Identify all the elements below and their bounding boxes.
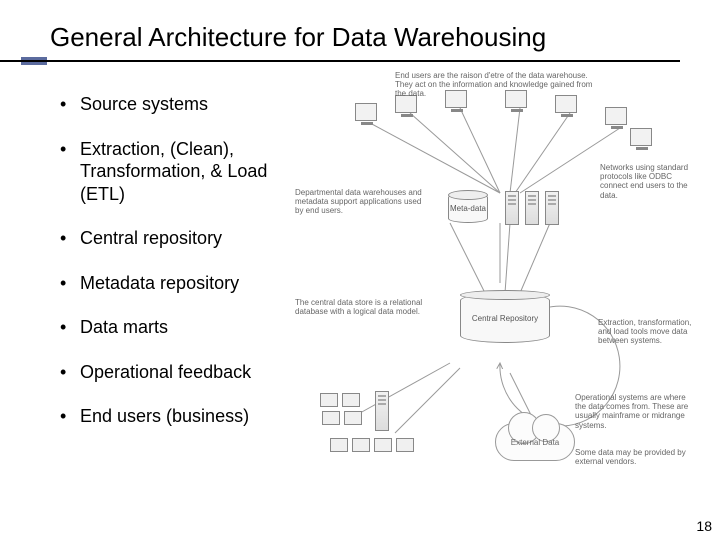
system-box-icon — [396, 438, 414, 452]
bullet-item: Data marts — [60, 316, 300, 339]
bullet-item: Operational feedback — [60, 361, 300, 384]
server-icon — [525, 191, 539, 225]
system-box-icon — [322, 411, 340, 425]
caption-departmental: Departmental data warehouses and metadat… — [295, 188, 430, 216]
server-icon — [375, 391, 389, 431]
bullet-item: Extraction, (Clean), Transformation, & L… — [60, 138, 300, 206]
system-box-icon — [342, 393, 360, 407]
bullet-item: Metadata repository — [60, 272, 300, 295]
system-box-icon — [320, 393, 338, 407]
system-box-icon — [330, 438, 348, 452]
cloud-icon: External Data — [495, 423, 575, 461]
server-icon — [545, 191, 559, 225]
metadata-cylinder-icon: Meta-data — [448, 193, 488, 223]
monitor-icon — [605, 107, 627, 125]
caption-operational: Operational systems are where the data c… — [575, 393, 695, 430]
title-region: General Architecture for Data Warehousin… — [0, 0, 720, 53]
external-data-label: External Data — [511, 438, 559, 447]
caption-end-users: End users are the raison d'etre of the d… — [395, 71, 595, 99]
bullet-item: Source systems — [60, 93, 300, 116]
caption-central: The central data store is a relational d… — [295, 298, 430, 316]
page-number: 18 — [696, 518, 712, 534]
monitor-icon — [630, 128, 652, 146]
title-underline — [0, 60, 680, 62]
central-repo-label: Central Repository — [472, 314, 538, 323]
metadata-label: Meta-data — [450, 204, 486, 213]
bullet-item: Central repository — [60, 227, 300, 250]
central-repo-cylinder-icon: Central Repository — [460, 293, 550, 343]
architecture-diagram: End users are the raison d'etre of the d… — [300, 93, 700, 493]
page-title: General Architecture for Data Warehousin… — [50, 22, 720, 53]
caption-external: Some data may be provided by external ve… — [575, 448, 695, 466]
system-box-icon — [352, 438, 370, 452]
bullet-list: Source systems Extraction, (Clean), Tran… — [0, 93, 300, 493]
system-box-icon — [374, 438, 392, 452]
monitor-icon — [355, 103, 377, 121]
body-region: Source systems Extraction, (Clean), Tran… — [0, 93, 720, 493]
bullet-item: End users (business) — [60, 405, 300, 428]
system-box-icon — [344, 411, 362, 425]
server-icon — [505, 191, 519, 225]
caption-networks: Networks using standard protocols like O… — [600, 163, 695, 200]
caption-etl: Extraction, transformation, and load too… — [598, 318, 698, 346]
